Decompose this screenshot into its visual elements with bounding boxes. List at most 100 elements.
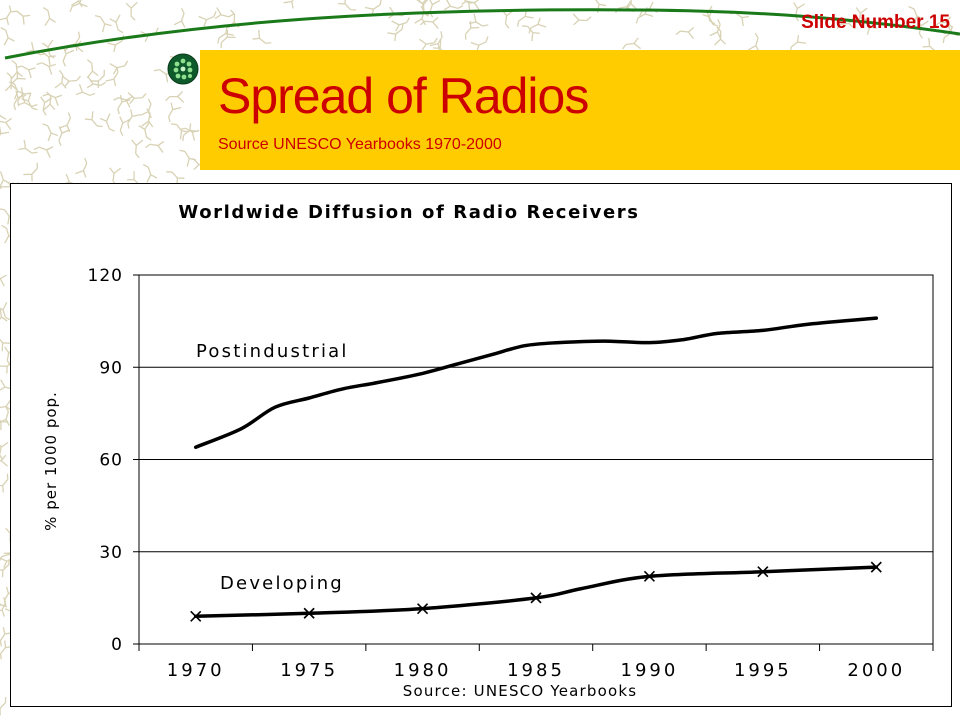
data-point-marker xyxy=(303,607,315,619)
pattern-glyph xyxy=(0,305,8,325)
x-tick-label: 1980 xyxy=(394,660,452,681)
pattern-glyph xyxy=(41,39,55,59)
pattern-glyph xyxy=(675,27,695,40)
pattern-glyph xyxy=(419,16,439,29)
y-tick-label: 90 xyxy=(99,358,123,378)
pattern-glyph xyxy=(61,75,81,88)
pattern-glyph xyxy=(443,0,464,11)
pattern-glyph xyxy=(468,13,489,27)
pattern-glyph xyxy=(418,37,438,51)
pattern-glyph xyxy=(0,126,10,146)
pattern-glyph xyxy=(748,32,760,53)
pattern-glyph xyxy=(729,12,750,27)
pattern-glyph xyxy=(572,13,592,26)
pattern-glyph xyxy=(432,39,452,56)
y-tick-label: 30 xyxy=(99,543,123,563)
data-point-marker xyxy=(757,566,769,578)
globe-icon xyxy=(167,53,199,85)
pattern-glyph xyxy=(528,17,547,34)
title-band xyxy=(200,50,960,170)
pattern-glyph xyxy=(69,0,88,13)
pattern-glyph xyxy=(170,123,189,140)
pattern-glyph xyxy=(855,7,868,27)
pattern-glyph xyxy=(141,108,154,128)
pattern-glyph xyxy=(173,8,186,28)
pattern-glyph xyxy=(429,31,443,51)
pattern-glyph xyxy=(0,379,18,392)
pattern-glyph xyxy=(860,17,877,35)
pattern-glyph xyxy=(13,90,27,111)
pattern-glyph xyxy=(127,109,141,129)
pattern-glyph xyxy=(220,30,236,49)
pattern-glyph xyxy=(922,37,942,53)
pattern-glyph xyxy=(42,123,58,142)
pattern-glyph xyxy=(5,72,17,92)
pattern-glyph xyxy=(0,696,7,716)
pattern-glyph xyxy=(0,627,14,647)
pattern-glyph xyxy=(0,169,10,188)
pattern-glyph xyxy=(145,140,165,153)
pattern-glyph xyxy=(0,454,8,467)
slide-subtitle: Source UNESCO Yearbooks 1970-2000 xyxy=(218,136,502,153)
pattern-glyph xyxy=(86,59,99,79)
pattern-glyph xyxy=(714,26,726,46)
pattern-glyph xyxy=(908,6,924,25)
pattern-glyph xyxy=(140,27,159,42)
pattern-glyph xyxy=(364,0,382,17)
pattern-glyph xyxy=(179,149,197,167)
header-swoosh xyxy=(4,8,960,60)
data-point-marker xyxy=(190,610,202,622)
pattern-glyph xyxy=(8,81,25,100)
pattern-glyph xyxy=(283,0,298,9)
pattern-glyph xyxy=(0,355,14,374)
pattern-glyph xyxy=(165,90,185,103)
slide-title: Spread of Radios xyxy=(218,68,589,124)
pattern-glyph xyxy=(17,87,32,107)
pattern-glyph xyxy=(36,62,57,75)
data-point-marker xyxy=(643,570,655,582)
pattern-glyph xyxy=(624,0,637,11)
pattern-glyph xyxy=(0,335,10,352)
x-axis-label: Source: UNESCO Yearbooks xyxy=(403,682,638,700)
pattern-glyph xyxy=(58,112,72,132)
pattern-glyph xyxy=(119,116,131,136)
chart-title: Worldwide Diffusion of Radio Receivers xyxy=(178,202,639,223)
pattern-glyph xyxy=(456,0,476,12)
x-tick-label: 1990 xyxy=(621,660,679,681)
pattern-glyph xyxy=(391,17,410,32)
pattern-glyph xyxy=(516,9,534,27)
y-tick-label: 60 xyxy=(99,451,123,471)
pattern-glyph xyxy=(416,0,430,16)
x-tick-label: 2000 xyxy=(847,660,905,681)
slide-number: Slide Number 15 xyxy=(801,12,950,33)
x-tick-label: 1995 xyxy=(734,660,792,681)
pattern-glyph xyxy=(521,25,540,42)
pattern-glyph xyxy=(0,552,18,568)
series-line-postindustrial xyxy=(193,316,879,449)
pattern-glyph xyxy=(789,35,807,53)
y-tick-label: 0 xyxy=(111,635,123,655)
x-tick-label: 1975 xyxy=(280,660,338,681)
pattern-glyph xyxy=(709,19,722,39)
pattern-glyph xyxy=(117,94,131,115)
x-tick-label: 1970 xyxy=(167,660,225,681)
pattern-glyph xyxy=(109,14,124,34)
y-tick-label: 120 xyxy=(88,266,123,286)
pattern-glyph xyxy=(127,171,146,186)
pattern-glyph xyxy=(387,23,404,42)
pattern-glyph xyxy=(58,126,71,146)
series-label-postindustrial: Postindustrial xyxy=(196,341,349,362)
data-point-marker xyxy=(530,592,542,604)
pattern-glyph xyxy=(26,41,46,56)
pattern-glyph xyxy=(198,11,217,27)
pattern-glyph xyxy=(182,123,199,142)
pattern-glyph xyxy=(127,92,147,104)
pattern-glyph xyxy=(934,16,954,29)
pattern-glyph xyxy=(43,91,56,111)
pattern-glyph xyxy=(125,1,138,21)
pattern-glyph xyxy=(0,440,9,461)
x-tick-label: 1985 xyxy=(507,660,565,681)
pattern-glyph xyxy=(105,66,119,87)
pattern-glyph xyxy=(75,84,96,97)
pattern-glyph xyxy=(94,14,112,33)
